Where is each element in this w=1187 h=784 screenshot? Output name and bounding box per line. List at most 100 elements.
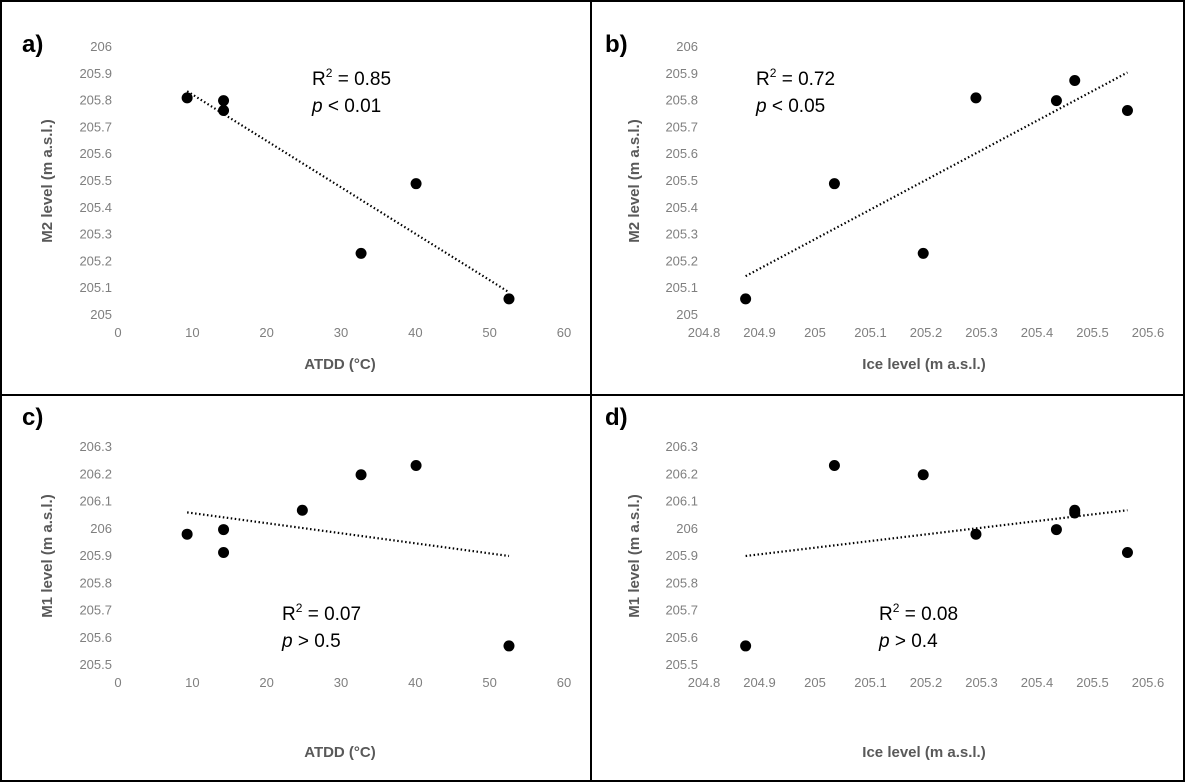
y-tick-label: 205.8 bbox=[665, 575, 698, 590]
trendline bbox=[745, 509, 1128, 558]
x-tick-label: 205 bbox=[804, 325, 826, 340]
r-squared-label: R2 = 0.85 bbox=[312, 66, 391, 90]
y-tick-label: 206 bbox=[676, 521, 698, 536]
r-squared-label: R2 = 0.72 bbox=[756, 66, 835, 90]
x-tick-label: 204.9 bbox=[743, 675, 776, 690]
y-tick-label: 205.9 bbox=[665, 548, 698, 563]
data-point bbox=[828, 178, 840, 190]
x-tick-label: 205.2 bbox=[910, 675, 943, 690]
y-tick-label: 205.2 bbox=[79, 253, 112, 268]
y-tick-label: 205.8 bbox=[79, 93, 112, 108]
y-tick-label: 205.8 bbox=[79, 575, 112, 590]
y-tick-label: 206.1 bbox=[665, 494, 698, 509]
data-point bbox=[1069, 75, 1081, 86]
x-tick-label: 205.5 bbox=[1076, 675, 1109, 690]
x-tick-label: 50 bbox=[482, 325, 496, 340]
data-point bbox=[181, 92, 193, 104]
x-tick-label: 205.3 bbox=[965, 325, 998, 340]
x-tick-label: 204.9 bbox=[743, 325, 776, 340]
x-tick-label: 30 bbox=[334, 675, 348, 690]
x-tick-label: 0 bbox=[114, 325, 121, 340]
data-point bbox=[917, 469, 929, 481]
data-point bbox=[181, 528, 193, 540]
data-point bbox=[1121, 546, 1133, 558]
r-squared-label: R2 = 0.07 bbox=[282, 601, 361, 625]
y-tick-label: 205.6 bbox=[665, 146, 698, 161]
x-tick-label: 204.8 bbox=[688, 325, 721, 340]
y-axis-label: M1 level (m a.s.l.) bbox=[39, 494, 56, 617]
p-value-label: p > 0.4 bbox=[878, 631, 938, 652]
x-tick-label: 205.4 bbox=[1021, 675, 1054, 690]
data-point bbox=[970, 92, 982, 104]
data-point bbox=[218, 546, 230, 558]
x-tick-label: 20 bbox=[259, 675, 273, 690]
y-tick-label: 205.1 bbox=[665, 280, 698, 295]
y-tick-label: 205.6 bbox=[79, 146, 112, 161]
y-tick-label: 205.8 bbox=[665, 93, 698, 108]
trendline bbox=[186, 90, 510, 294]
x-tick-label: 205.1 bbox=[854, 325, 887, 340]
r-squared-label: R2 = 0.08 bbox=[879, 601, 958, 625]
trendline bbox=[745, 71, 1128, 278]
data-point bbox=[218, 524, 230, 536]
y-tick-label: 205.4 bbox=[79, 200, 112, 215]
x-tick-label: 40 bbox=[408, 675, 422, 690]
x-tick-label: 205.4 bbox=[1021, 325, 1054, 340]
data-point bbox=[410, 460, 422, 472]
y-tick-label: 205.2 bbox=[665, 253, 698, 268]
panel-label: c) bbox=[22, 404, 43, 431]
x-tick-label: 0 bbox=[114, 675, 121, 690]
trendline bbox=[186, 511, 510, 558]
p-value-label: p > 0.5 bbox=[281, 631, 341, 652]
y-tick-label: 206 bbox=[676, 39, 698, 54]
data-point bbox=[1069, 507, 1081, 519]
y-tick-label: 206.2 bbox=[665, 466, 698, 481]
y-tick-label: 206.3 bbox=[665, 439, 698, 454]
data-point bbox=[828, 460, 840, 472]
x-tick-label: 30 bbox=[334, 325, 348, 340]
y-tick-label: 206 bbox=[90, 521, 112, 536]
x-tick-label: 205.6 bbox=[1132, 325, 1165, 340]
y-tick-label: 206 bbox=[90, 39, 112, 54]
y-tick-label: 205.1 bbox=[79, 280, 112, 295]
x-tick-label: 10 bbox=[185, 325, 199, 340]
y-tick-label: 205.7 bbox=[665, 119, 698, 134]
y-tick-label: 205.4 bbox=[665, 200, 698, 215]
x-tick-label: 20 bbox=[259, 325, 273, 340]
y-tick-label: 205.5 bbox=[79, 657, 112, 672]
y-tick-label: 206.3 bbox=[79, 439, 112, 454]
data-point bbox=[218, 95, 230, 107]
panel-label: b) bbox=[605, 31, 628, 58]
x-tick-label: 10 bbox=[185, 675, 199, 690]
p-value-label: p < 0.01 bbox=[311, 96, 381, 117]
y-axis-label: M1 level (m a.s.l.) bbox=[626, 494, 643, 617]
data-point bbox=[1050, 524, 1062, 536]
panel-label: a) bbox=[22, 31, 43, 58]
data-point bbox=[296, 504, 308, 516]
x-axis-label: Ice level (m a.s.l.) bbox=[862, 356, 985, 373]
x-tick-label: 205.3 bbox=[965, 675, 998, 690]
data-point bbox=[740, 293, 752, 305]
data-point bbox=[917, 247, 929, 259]
x-tick-label: 204.8 bbox=[688, 675, 721, 690]
panel-d: d) 205.5 205.6 205.7 205.8 205.9 206 206.1 206.2… bbox=[605, 404, 1164, 761]
x-tick-label: 205.6 bbox=[1132, 675, 1165, 690]
data-point bbox=[503, 640, 515, 652]
y-tick-label: 205.7 bbox=[665, 603, 698, 618]
panel-c: c) 205.5 205.6 205.7 205.8 205.9 206 206.1 206.2… bbox=[22, 404, 571, 761]
x-tick-label: 205 bbox=[804, 675, 826, 690]
x-axis-label: ATDD (°C) bbox=[304, 356, 376, 373]
y-tick-label: 205.9 bbox=[79, 548, 112, 563]
data-point bbox=[355, 247, 367, 259]
y-tick-label: 205.3 bbox=[665, 227, 698, 242]
data-point bbox=[1050, 95, 1062, 107]
x-tick-label: 50 bbox=[482, 675, 496, 690]
y-tick-label: 205.5 bbox=[665, 657, 698, 672]
x-tick-label: 60 bbox=[557, 675, 571, 690]
y-tick-label: 206.1 bbox=[79, 494, 112, 509]
x-tick-label: 40 bbox=[408, 325, 422, 340]
x-axis-label: ATDD (°C) bbox=[304, 744, 376, 761]
p-value-label: p < 0.05 bbox=[755, 96, 825, 117]
y-axis-label: M2 level (m a.s.l.) bbox=[39, 119, 56, 242]
